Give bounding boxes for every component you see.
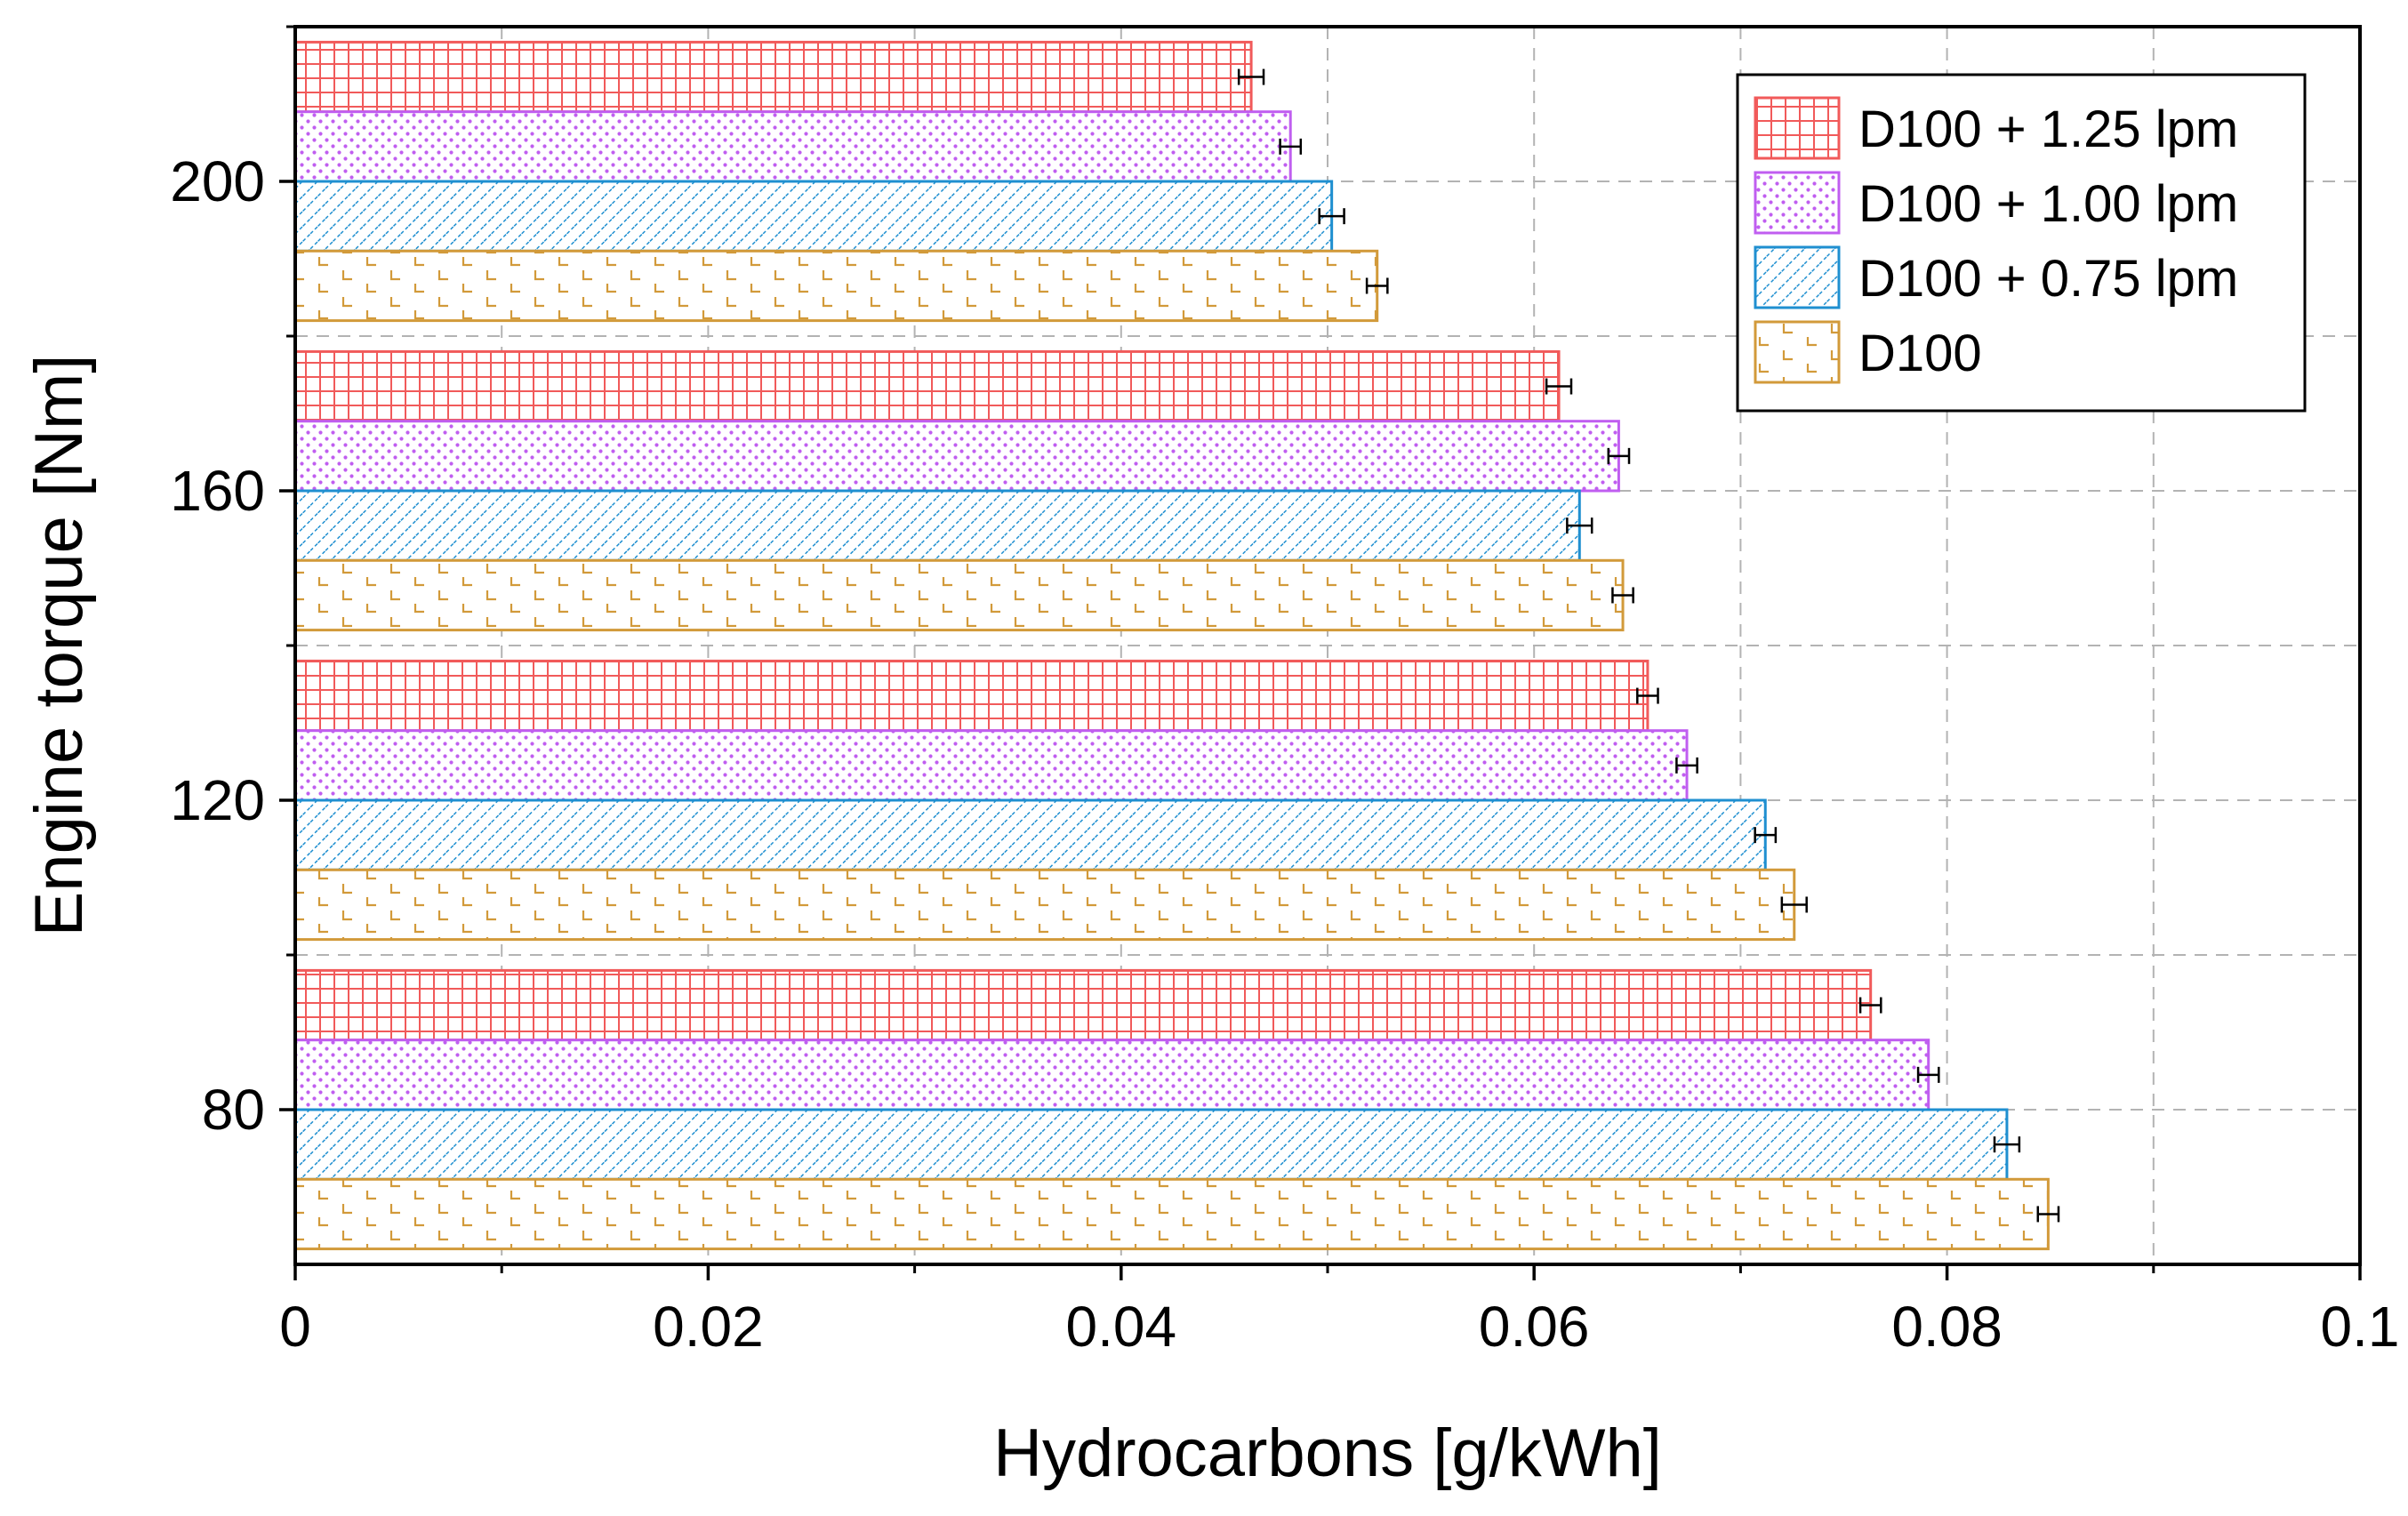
x-tick-label: 0.04 [1066, 1295, 1177, 1359]
error-bar [2036, 1206, 2060, 1223]
ticks: 0 0.02 0.04 0.06 0.08 0.1 80 120 160 200 [170, 25, 2400, 1359]
legend-swatch-diagonal [1754, 245, 1841, 309]
x-tick-label: 0.1 [2321, 1295, 2400, 1359]
bar-dots-120 [293, 729, 1689, 802]
y-axis-title: Engine torque [Nm] [21, 355, 97, 937]
y-tick-label: 120 [170, 768, 265, 832]
y-tick-label: 80 [202, 1078, 265, 1142]
error-bar [1365, 277, 1389, 294]
x-axis-title: Hydrocarbons [g/kWh] [993, 1416, 1662, 1491]
bar-dashes-80 [293, 1177, 2050, 1251]
legend-swatch-dots [1754, 171, 1841, 235]
x-tick-label: 0.06 [1479, 1295, 1590, 1359]
legend-swatch-dashes [1754, 320, 1841, 384]
legend-label: D100 [1858, 325, 1982, 382]
bar-dots-80 [293, 1039, 1930, 1111]
bar-grid-120 [293, 659, 1649, 733]
bar-diagonal-120 [293, 798, 1767, 871]
error-bar [1545, 378, 1573, 395]
bar-diagonal-200 [293, 180, 1334, 253]
y-tick-label: 160 [170, 459, 265, 523]
bar-dashes-120 [293, 868, 1796, 942]
error-bar [1607, 447, 1631, 464]
bar-dashes-200 [293, 249, 1379, 323]
legend: D100 + 1.25 lpm D100 + 1.00 lpm D100 + 0.7… [1736, 73, 2307, 413]
bar-grid-160 [293, 349, 1561, 423]
legend-label: D100 + 1.00 lpm [1858, 175, 2238, 233]
error-bar [1754, 827, 1778, 844]
legend-label: D100 + 0.75 lpm [1858, 250, 2238, 308]
x-tick-label: 0.02 [653, 1295, 764, 1359]
x-tick-label: 0 [279, 1295, 311, 1359]
bar-grid-80 [293, 968, 1873, 1042]
bar-diagonal-160 [293, 489, 1581, 562]
bar-dots-160 [293, 420, 1620, 493]
error-bar [1636, 687, 1659, 704]
error-bar [1566, 517, 1593, 534]
error-bar [1318, 208, 1345, 225]
error-bar [1780, 896, 1808, 913]
error-bar [1611, 587, 1634, 604]
error-bar [1858, 997, 1882, 1014]
error-bar [1916, 1066, 1940, 1083]
bar-dots-200 [293, 110, 1292, 183]
bars [293, 40, 2060, 1251]
x-tick-label: 0.08 [1891, 1295, 2003, 1359]
error-bar [1279, 138, 1303, 155]
bar-dashes-160 [293, 558, 1625, 632]
error-bar [1237, 68, 1265, 85]
error-bar [1675, 757, 1698, 774]
legend-label: D100 + 1.25 lpm [1858, 100, 2238, 158]
y-tick-label: 200 [170, 149, 265, 213]
legend-swatch-grid [1754, 96, 1841, 160]
bar-grid-200 [293, 40, 1253, 114]
bar-diagonal-80 [293, 1108, 2009, 1181]
error-bar [1993, 1136, 2021, 1153]
